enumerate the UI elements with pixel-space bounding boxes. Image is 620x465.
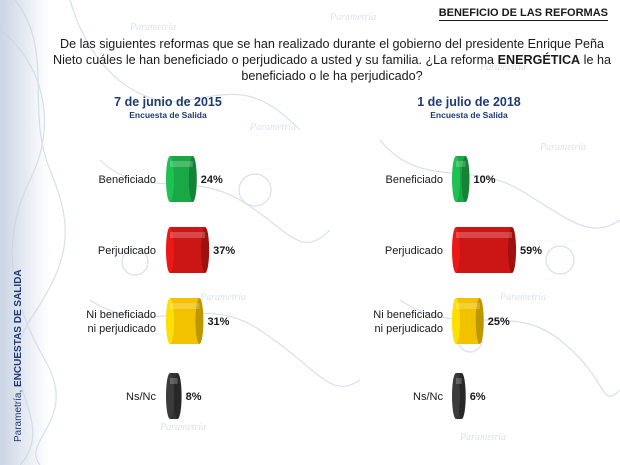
header-title: BENEFICIO DE LAS REFORMAS	[438, 7, 608, 21]
chart-2015-bar-base-ni-beneficiado-ni-perjudicado	[166, 298, 174, 344]
chart-2018-subtitle: Encuesta de Salida	[430, 110, 508, 120]
chart-2015-bar-highlight-beneficiado	[170, 161, 193, 167]
chart-2015-bar-ni-beneficiado-ni-perjudicado	[170, 298, 200, 344]
chart-2015-bar-cap-ni-beneficiado-ni-perjudicado	[195, 298, 204, 344]
chart-2015-bar-base-perjudicado	[166, 227, 174, 273]
question-text-bold: ENERGÉTICA	[497, 53, 581, 67]
chart-2018-bar-highlight-ns-nc	[456, 378, 462, 384]
chart-2015-bar-perjudicado	[170, 227, 206, 273]
chart-2018-header: 1 de julio de 2018 Encuesta de Salida	[379, 95, 559, 120]
chart-2015-bar-highlight-perjudicado	[170, 232, 206, 238]
chart-2015-value-label-ni-beneficiado-ni-perjudicado: 31%	[207, 316, 229, 328]
chart-2015-category-label-perjudicado: Perjudicado	[98, 245, 156, 257]
chart-2015-bar-base-beneficiado	[166, 156, 174, 202]
chart-2015-bar-base-ns-nc	[166, 373, 174, 419]
chart-2015-bar-beneficiado	[170, 156, 193, 202]
chart-2018-bar-cap-ns-nc	[457, 373, 466, 419]
chart-2018-bar-highlight-perjudicado	[456, 232, 513, 238]
chart-2018-category-label-ns-nc: Ns/Nc	[413, 391, 443, 403]
chart-2015-value-label-ns-nc: 8%	[186, 391, 202, 403]
chart-2018-value-label-ns-nc: 6%	[470, 391, 486, 403]
question-text-after: le ha beneficiado o le ha perjudicado?	[241, 53, 611, 83]
chart-2018-title: 1 de julio de 2018	[417, 95, 521, 109]
chart-2015-bar-cap-beneficiado	[188, 156, 197, 202]
chart-2018-bar-base-ni-beneficiado-ni-perjudicado	[452, 298, 460, 344]
chart-2018-bar-base-beneficiado	[452, 156, 460, 202]
chart-2015-bar-highlight-ni-beneficiado-ni-perjudicado	[170, 303, 200, 309]
question-text-before: De las siguientes reformas que se han re…	[53, 37, 604, 67]
chart-2018-value-label-beneficiado: 10%	[474, 174, 496, 186]
chart-2018-bar-cap-beneficiado	[461, 156, 470, 202]
chart-2015-header: 7 de junio de 2015 Encuesta de Salida	[78, 95, 258, 120]
chart-2015-bar-cap-ns-nc	[173, 373, 182, 419]
chart-2015-bar-highlight-ns-nc	[170, 378, 178, 384]
chart-2018-bar-highlight-ni-beneficiado-ni-perjudicado	[456, 303, 480, 309]
survey-question: De las siguientes reformas que se han re…	[52, 36, 612, 84]
chart-2015-category-label-ni-beneficiado-ni-perjudicado: Ni beneficiado ni perjudicado	[86, 309, 156, 335]
chart-2018-bar-highlight-beneficiado	[456, 161, 466, 167]
chart-2015-category-label-beneficiado: Beneficiado	[99, 174, 157, 186]
chart-2018-bar-beneficiado	[456, 156, 466, 202]
chart-2018-bar-perjudicado	[456, 227, 513, 273]
chart-2015-subtitle: Encuesta de Salida	[129, 110, 207, 120]
chart-2015-value-label-beneficiado: 24%	[201, 174, 223, 186]
chart-2018-value-label-ni-beneficiado-ni-perjudicado: 25%	[488, 316, 510, 328]
chart-2018-bar-cap-ni-beneficiado-ni-perjudicado	[475, 298, 484, 344]
chart-2018-category-label-ni-beneficiado-ni-perjudicado: Ni beneficiado ni perjudicado	[373, 309, 443, 335]
chart-2018-category-label-perjudicado: Perjudicado	[385, 245, 443, 257]
chart-2015-bar-cap-perjudicado	[201, 227, 210, 273]
chart-2015-title: 7 de junio de 2015	[114, 95, 222, 109]
chart-2018-bar-cap-perjudicado	[508, 227, 517, 273]
chart-2015-category-label-ns-nc: Ns/Nc	[126, 391, 156, 403]
chart-2018-bar-ni-beneficiado-ni-perjudicado	[456, 298, 480, 344]
chart-2018-value-label-perjudicado: 59%	[520, 245, 542, 257]
chart-2018-category-label-beneficiado: Beneficiado	[386, 174, 444, 186]
chart-2018-bar-base-ns-nc	[452, 373, 460, 419]
chart-2018-bar-base-perjudicado	[452, 227, 460, 273]
chart-2015-value-label-perjudicado: 37%	[213, 245, 235, 257]
